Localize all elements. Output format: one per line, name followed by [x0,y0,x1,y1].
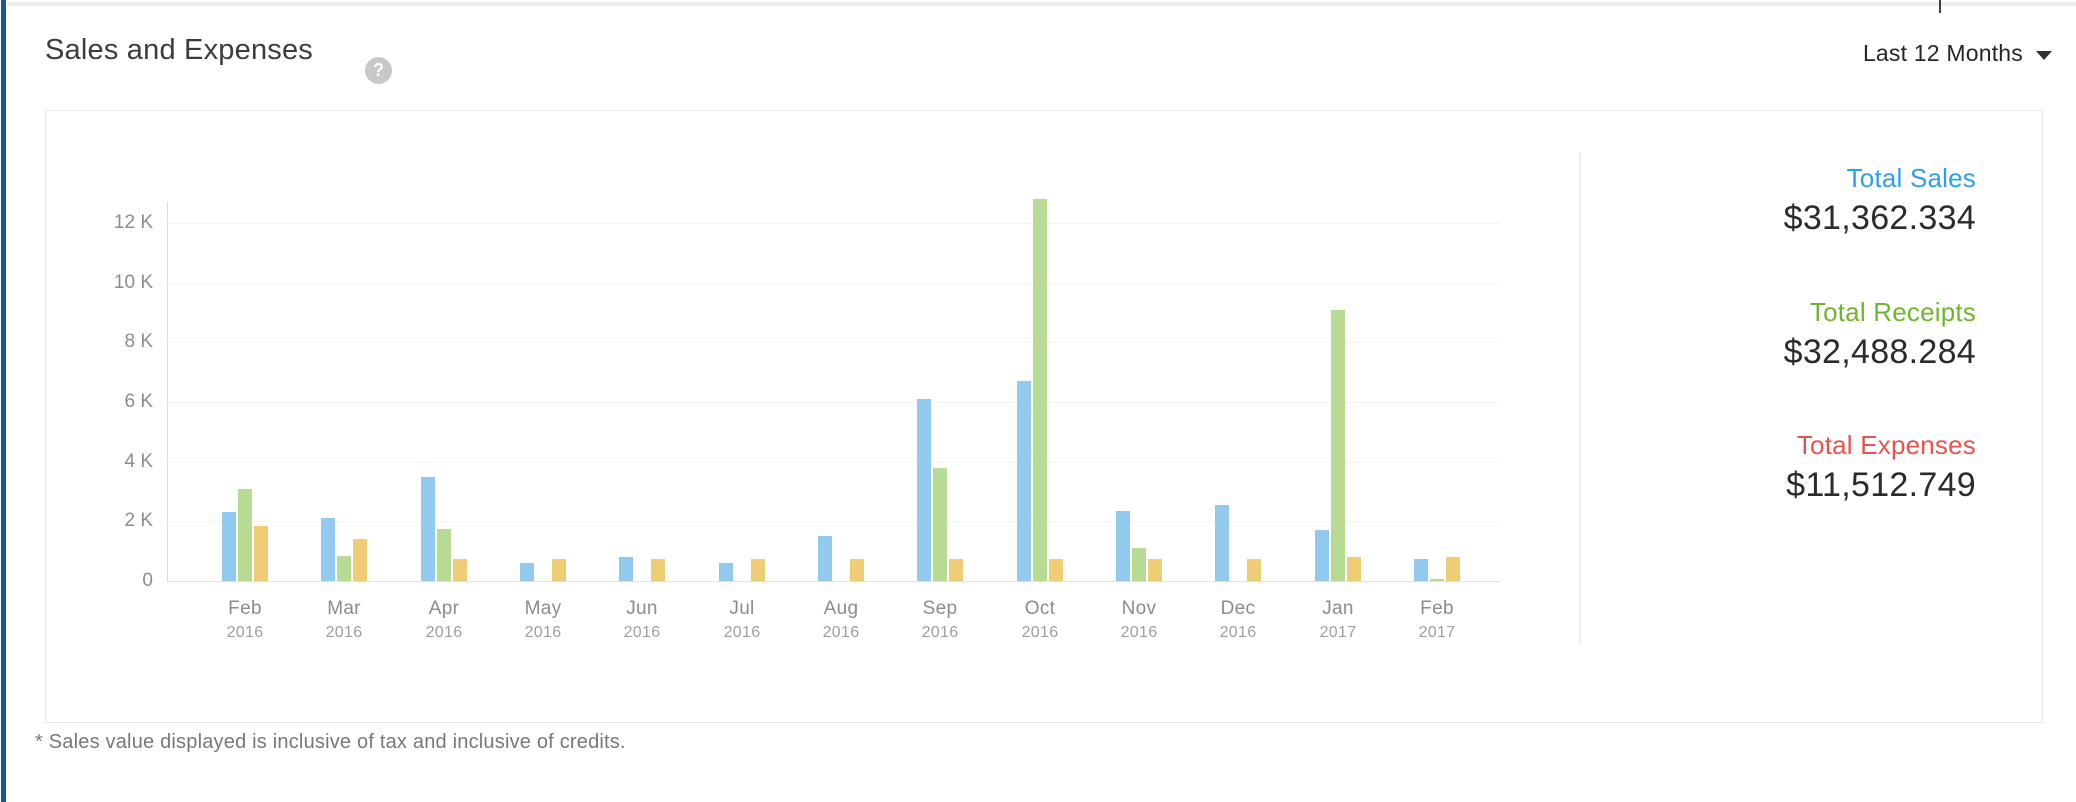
period-dropdown[interactable]: Last 12 Months [1863,40,2052,67]
y-axis-tick-label: 4 K [124,450,153,472]
x-axis-month-label: Aug [823,598,859,619]
bar-sales-0 [222,512,236,581]
bar-sales-5 [719,563,733,581]
y-axis-line [167,202,168,581]
bar-expenses-2 [453,559,467,581]
bar-receipts-0 [238,489,252,581]
total-sales-label: Total Sales [1846,163,1976,193]
gridline [167,402,1501,403]
x-axis-year-label: 2017 [1418,624,1456,641]
bar-receipts-1 [337,556,351,581]
bar-expenses-3 [552,559,566,581]
x-axis-year-label: 2016 [325,624,363,641]
x-axis-month-label: Sep [922,598,958,619]
x-axis-month-label: Mar [327,598,361,619]
y-axis-tick-label: 8 K [124,331,153,353]
bar-sales-3 [520,563,534,581]
bar-receipts-8 [1033,199,1047,581]
page-title: Sales and Expenses [45,34,313,66]
bar-expenses-11 [1347,557,1361,581]
bar-expenses-0 [254,526,268,581]
x-axis-year-label: 2016 [524,624,562,641]
bar-expenses-12 [1446,557,1460,581]
total-receipts-value: $32,488.284 [1783,333,1976,371]
bar-receipts-11 [1331,310,1345,581]
bar-chart-plot: Feb 2016 Mar 2016 Apr 2016 May 2016 Jun 2016 Jul 20… [167,111,1501,641]
x-axis-year-label: 2016 [921,624,959,641]
left-accent-stripe [1,0,6,802]
bar-sales-1 [321,518,335,581]
total-expenses-summary: Total Expenses $11,512.749 [1456,428,1976,508]
bar-expenses-4 [651,559,665,581]
total-sales-summary: Total Sales $31,362.334 [1456,161,1976,241]
x-axis-month-label: Apr [428,598,460,619]
gridline [167,342,1501,344]
bar-sales-8 [1017,381,1031,581]
gridline [167,521,1501,523]
bar-receipts-2 [437,529,451,581]
summary-divider [1579,153,1581,643]
x-axis-month-label: Feb [228,598,262,619]
gridline [167,223,1501,224]
x-axis-year-label: 2016 [822,624,860,641]
y-axis-tick-label: 12 K [113,212,153,233]
bar-expenses-10 [1247,559,1261,581]
bar-sales-4 [619,557,633,581]
x-axis-year-label: 2017 [1319,624,1357,641]
x-axis-year-label: 2016 [1219,624,1257,641]
bar-sales-6 [818,536,832,581]
x-axis-year-label: 2016 [623,624,661,641]
y-axis-tick-label: 0 [142,570,153,591]
total-expenses-value: $11,512.749 [1786,466,1976,504]
footnote: * Sales value displayed is inclusive of … [35,731,626,753]
help-icon[interactable]: ? [365,57,392,84]
gridline [167,282,1501,284]
period-dropdown-label: Last 12 Months [1862,40,2023,66]
bar-sales-10 [1215,505,1229,581]
total-expenses-label: Total Expenses [1796,430,1976,460]
bar-sales-7 [917,399,931,581]
total-receipts-summary: Total Receipts $32,488.284 [1456,295,1976,375]
bar-sales-9 [1116,511,1130,581]
bar-receipts-7 [933,468,947,581]
bar-receipts-9 [1132,548,1146,581]
sales-expenses-chart-card: 0 2 K 4 K 6 K 8 K 10 K 12 K Feb 2016 Mar 2016 Apr 2… [45,110,2043,723]
bar-sales-2 [421,477,435,581]
x-axis-month-label: Jul [729,598,755,619]
x-axis-month-label: Oct [1024,598,1056,619]
x-axis-month-label: Feb [1420,598,1454,619]
x-axis-month-label: May [524,598,562,619]
y-axis-tick-label: 6 K [124,391,153,412]
top-divider-tick [1939,0,1941,13]
bar-receipts-12 [1430,579,1444,581]
bar-expenses-6 [850,559,864,581]
x-axis-month-label: Nov [1121,598,1157,619]
total-receipts-label: Total Receipts [1809,297,1976,327]
x-axis-month-label: Jan [1322,598,1354,619]
chevron-down-icon [2036,50,2052,60]
bar-sales-12 [1414,559,1428,581]
bar-expenses-9 [1148,559,1162,581]
y-axis-tick-label: 2 K [124,510,153,532]
top-border-band [7,2,2076,6]
bar-expenses-7 [949,559,963,581]
x-axis-year-label: 2016 [425,624,463,641]
bar-expenses-8 [1049,559,1063,581]
x-axis-year-label: 2016 [1021,624,1059,641]
bar-expenses-1 [353,539,367,581]
x-axis-year-label: 2016 [226,624,264,641]
bar-sales-11 [1315,530,1329,581]
x-axis-month-label: Jun [626,598,658,619]
total-sales-value: $31,362.334 [1783,199,1976,237]
gridline [167,461,1501,463]
bar-expenses-5 [751,559,765,581]
x-axis-year-label: 2016 [723,624,761,641]
y-axis-tick-label: 10 K [113,271,153,293]
x-axis-year-label: 2016 [1120,624,1158,641]
x-axis-month-label: Dec [1220,598,1256,619]
x-axis-line [167,581,1501,582]
